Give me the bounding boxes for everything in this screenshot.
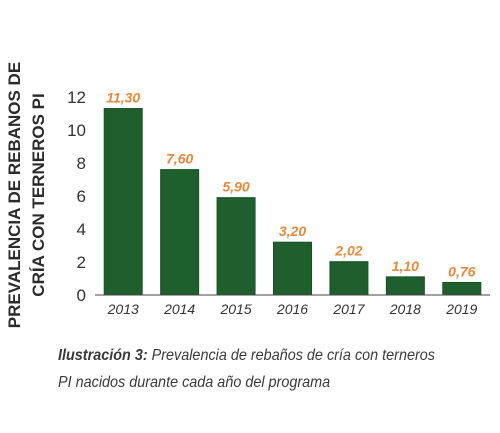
y-tick-label: 8 [77,154,86,173]
bar-2017 [329,261,369,296]
x-tick-label: 2014 [163,301,195,317]
value-labels: 11,30 7,60 5,90 3,20 2,02 1,10 0,76 [106,90,475,280]
bar-2019 [442,281,482,296]
caption-text: Prevalencia de rebaños de cría con terne… [58,347,435,391]
x-axis-ticks: 2013 2014 2015 2016 2017 2018 2019 [107,301,478,317]
y-tick-label: 12 [67,88,86,107]
value-label: 5,90 [222,179,249,195]
bar-2013 [103,108,143,296]
x-tick-label: 2013 [107,301,139,317]
value-label: 2,02 [334,243,362,259]
y-tick-label: 10 [67,121,86,140]
x-tick-label: 2016 [276,301,308,317]
value-label: 3,20 [279,223,306,239]
bar-2014 [160,169,200,296]
x-tick-label: 2017 [332,301,365,317]
x-tick-label: 2019 [445,301,477,317]
x-tick-label: 2018 [389,301,421,317]
y-axis-ticks: 0 2 4 6 8 10 12 [67,88,86,305]
x-tick-label: 2015 [219,301,251,317]
y-tick-label: 4 [77,220,86,239]
y-tick-label: 6 [77,187,86,206]
y-axis-label-line: CRÍA CON TERNEROS PI [29,93,48,296]
y-tick-label: 0 [77,286,86,305]
bar-2018 [385,276,425,296]
bars [103,108,482,296]
bar-2016 [273,241,312,296]
caption-lead: Ilustración 3: [58,347,148,364]
y-tick-label: 2 [77,253,86,272]
y-axis-label-line: PREVALENCIA DE REBANOS DE [5,62,24,328]
value-label: 7,60 [166,151,193,167]
value-label: 1,10 [392,258,419,274]
value-label: 0,76 [448,263,475,279]
bar-2015 [216,197,256,296]
figure-caption: Ilustración 3: Prevalencia de rebaños de… [58,342,445,396]
y-axis-label: PREVALENCIA DE REBANOS DE CRÍA CON TERNER… [5,62,48,328]
value-label: 11,30 [106,90,140,106]
